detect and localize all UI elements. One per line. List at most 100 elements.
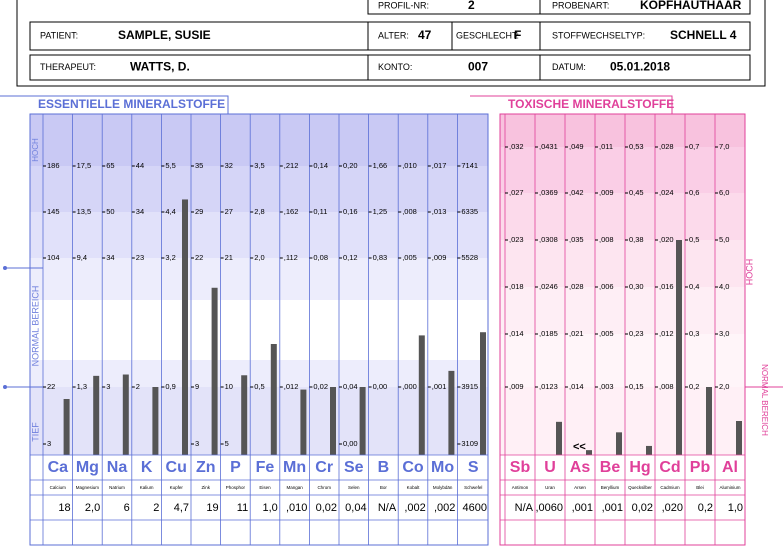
result-bar <box>359 387 366 455</box>
result-value: N/A <box>378 502 397 514</box>
result-value: ,0060 <box>535 502 563 514</box>
band <box>500 147 745 193</box>
tick-label: 17,5 <box>77 161 92 170</box>
tick-label: ,001 <box>432 382 447 391</box>
result-value: ,020 <box>662 502 683 514</box>
element-name: Aluminium <box>719 485 740 490</box>
tick-label: 9,4 <box>77 253 87 262</box>
element-name: Selen <box>348 485 360 490</box>
tick-label: 21 <box>225 253 233 262</box>
element-symbol: Be <box>600 459 621 476</box>
tick-label: ,014 <box>569 382 584 391</box>
result-value: 1,0 <box>728 502 743 514</box>
tick-label: 50 <box>106 207 114 216</box>
element-name: Kalium <box>140 485 154 490</box>
tick-label: 27 <box>225 207 233 216</box>
tick-label: 2,0 <box>719 382 729 391</box>
element-name: Molybdän <box>433 485 453 490</box>
element-name: Bor <box>380 485 388 490</box>
tick-label: 0,30 <box>629 282 644 291</box>
result-value: 0,2 <box>698 502 713 514</box>
tick-label: 2,0 <box>254 253 264 262</box>
tick-label: 7141 <box>461 161 478 170</box>
band <box>30 166 488 212</box>
band <box>30 300 488 360</box>
tick-label: ,162 <box>284 207 299 216</box>
tick-label: ,028 <box>659 142 674 151</box>
panel-title: TOXISCHE MINERALSTOFFE <box>508 97 674 111</box>
field-label: KONTO: <box>378 62 412 72</box>
element-name: Chrom <box>317 485 331 490</box>
tick-label: 0,3 <box>689 329 699 338</box>
tick-label: 3,2 <box>165 253 175 262</box>
field-value: SCHNELL 4 <box>670 28 737 42</box>
panel-tab <box>470 95 673 114</box>
tick-label: 3 <box>47 439 51 448</box>
tick-label: 0,15 <box>629 382 644 391</box>
result-bar <box>152 387 159 455</box>
tick-label: 1,3 <box>77 382 87 391</box>
tick-label: 34 <box>106 253 114 262</box>
header-cell <box>539 0 751 15</box>
result-bar <box>182 199 188 455</box>
result-bar <box>211 287 218 455</box>
tick-label: 13,5 <box>77 207 92 216</box>
result-bar <box>480 332 486 455</box>
tick-label: 2,8 <box>254 207 264 216</box>
tick-label: 0,9 <box>165 382 175 391</box>
result-bar <box>93 375 100 455</box>
field-label: DATUM: <box>552 62 586 72</box>
tick-label: 65 <box>106 161 114 170</box>
tick-label: ,032 <box>509 142 524 151</box>
result-value: 2,0 <box>85 502 100 514</box>
element-symbol: Co <box>402 459 424 476</box>
result-value: ,010 <box>286 502 307 514</box>
tick-label: 0,2 <box>689 382 699 391</box>
tick-label: 4,4 <box>165 207 175 216</box>
tick-label: 6335 <box>461 207 478 216</box>
tick-label: 104 <box>47 253 60 262</box>
result-value: N/A <box>515 502 534 514</box>
tick-label: 0,83 <box>373 253 388 262</box>
panel-title: ESSENTIELLE MINERALSTOFFE <box>38 97 225 111</box>
tick-label: 3,5 <box>254 161 264 170</box>
tick-label: 44 <box>136 161 144 170</box>
band <box>500 114 745 147</box>
field-label: PATIENT: <box>40 30 78 40</box>
below-marker: << <box>573 441 586 453</box>
tick-label: 0,00 <box>373 382 388 391</box>
tick-label: ,023 <box>509 235 524 244</box>
element-name: Antimon <box>512 485 529 490</box>
panel-frame <box>499 113 746 546</box>
tick-label: ,018 <box>509 282 524 291</box>
tick-label: 5,0 <box>719 235 729 244</box>
element-name: Cadmium <box>660 485 680 490</box>
tick-label: 22 <box>195 253 203 262</box>
result-value: 0,02 <box>632 502 653 514</box>
tick-label: ,014 <box>509 329 524 338</box>
tick-label: ,0308 <box>539 235 558 244</box>
band <box>30 212 488 258</box>
tick-label: ,003 <box>599 382 614 391</box>
tick-label: 0,38 <box>629 235 644 244</box>
element-name: Mangan <box>286 485 303 490</box>
result-value: 11 <box>237 502 248 514</box>
tick-label: 23 <box>136 253 144 262</box>
result-value: ,001 <box>572 502 593 514</box>
element-symbol: Cd <box>659 459 680 476</box>
element-symbol: B <box>378 459 390 476</box>
tick-label: ,009 <box>509 382 524 391</box>
field-label: STOFFWECHSELTYP: <box>552 30 645 40</box>
tick-label: 35 <box>195 161 203 170</box>
element-symbol: Ca <box>48 459 69 476</box>
result-value: 4,7 <box>174 502 189 514</box>
tick-label: 0,16 <box>343 207 358 216</box>
band <box>30 258 488 300</box>
field-value: WATTS, D. <box>130 60 190 74</box>
element-symbol: As <box>570 459 591 476</box>
field-label: PROFIL-NR: <box>378 0 429 10</box>
result-value: 0,02 <box>316 502 337 514</box>
tick-label: 10 <box>225 382 233 391</box>
element-symbol: K <box>141 459 153 476</box>
element-name: Uran <box>545 485 555 490</box>
